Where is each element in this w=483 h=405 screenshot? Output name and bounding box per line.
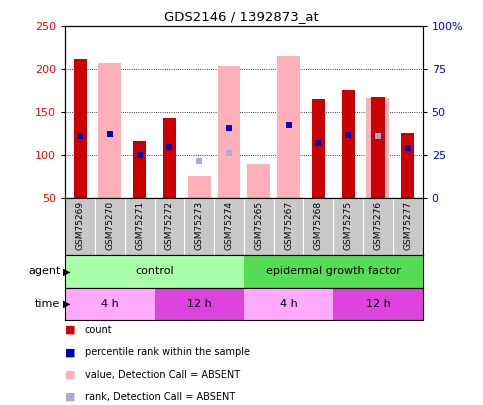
Bar [371,97,384,198]
Text: control: control [135,266,174,276]
Text: GSM75271: GSM75271 [135,201,144,250]
Text: ▶: ▶ [63,266,71,276]
Text: value, Detection Call = ABSENT: value, Detection Call = ABSENT [85,370,240,379]
Bar [65,255,244,288]
Text: GSM75270: GSM75270 [105,201,114,250]
Text: 12 h: 12 h [366,299,390,309]
Text: GSM75274: GSM75274 [225,201,233,250]
Text: GSM75273: GSM75273 [195,201,204,250]
Bar [188,176,211,198]
Bar [99,63,121,198]
Bar [367,98,389,198]
Text: count: count [85,325,112,335]
Text: GSM75265: GSM75265 [255,201,263,250]
Text: GDS2146 / 1392873_at: GDS2146 / 1392873_at [164,10,319,23]
Text: ■: ■ [65,370,76,379]
Bar [217,66,241,198]
Bar [277,55,300,198]
Bar [247,164,270,198]
Text: GSM75275: GSM75275 [344,201,353,250]
Bar [163,118,176,198]
Text: ■: ■ [65,347,76,357]
Text: ▶: ▶ [63,299,71,309]
Bar [65,288,155,320]
Bar [73,59,86,198]
Text: GSM75269: GSM75269 [76,201,85,250]
Text: time: time [35,299,60,309]
Text: percentile rank within the sample: percentile rank within the sample [85,347,250,357]
Text: ■: ■ [65,325,76,335]
Bar [333,288,423,320]
Bar [401,133,414,198]
Text: 4 h: 4 h [101,299,119,309]
Text: GSM75277: GSM75277 [403,201,412,250]
Bar [312,100,325,198]
Text: epidermal growth factor: epidermal growth factor [266,266,401,276]
Bar [133,141,146,198]
Text: agent: agent [28,266,60,276]
Text: GSM75272: GSM75272 [165,201,174,250]
Text: rank, Detection Call = ABSENT: rank, Detection Call = ABSENT [85,392,235,402]
Text: GSM75268: GSM75268 [314,201,323,250]
Bar [155,288,244,320]
Text: GSM75267: GSM75267 [284,201,293,250]
Text: ■: ■ [65,392,76,402]
Bar [341,90,355,198]
Text: 4 h: 4 h [280,299,298,309]
Bar [244,288,333,320]
Text: 12 h: 12 h [187,299,212,309]
Bar [244,255,423,288]
Text: GSM75276: GSM75276 [373,201,383,250]
